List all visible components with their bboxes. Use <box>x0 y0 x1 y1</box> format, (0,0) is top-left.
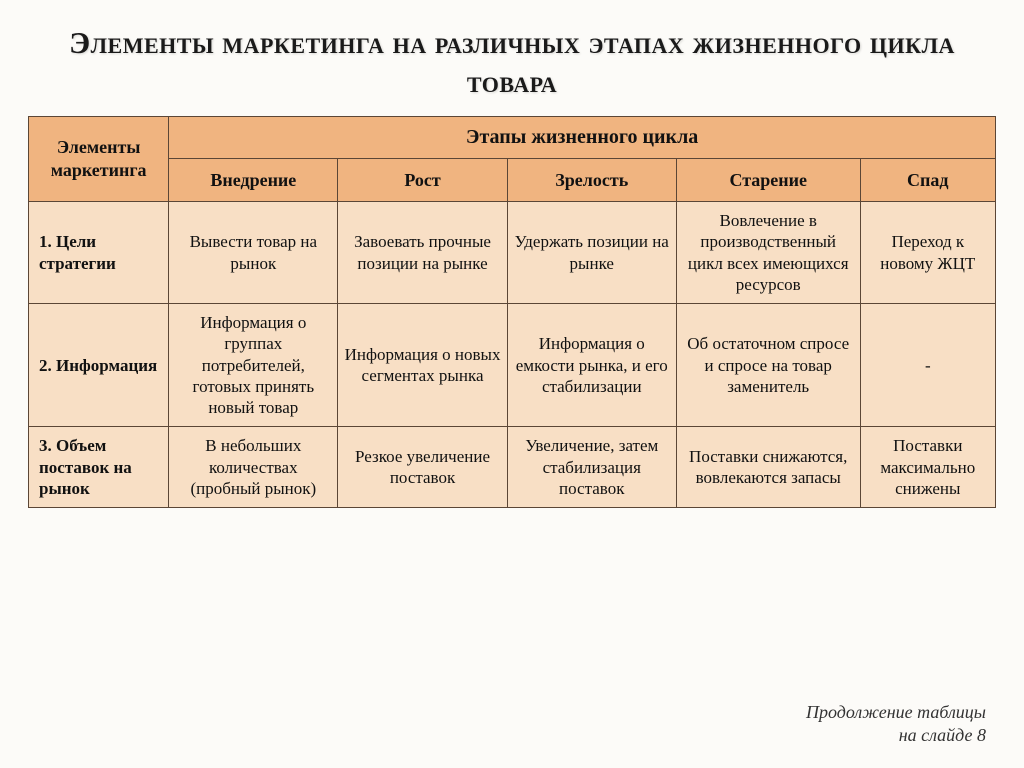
table-cell: - <box>860 304 995 427</box>
table-cell: Об остаточном спросе и спросе на товар з… <box>676 304 860 427</box>
stage-header: Старение <box>676 158 860 202</box>
row-header-title: Элементы маркетинга <box>29 116 169 202</box>
stage-header: Зрелость <box>507 158 676 202</box>
super-header: Этапы жизненного цикла <box>169 116 996 158</box>
table-cell: Информация о группах потребителей, готов… <box>169 304 338 427</box>
table-cell: В небольших количествах (пробный рынок) <box>169 427 338 508</box>
table-cell: Вовлечение в производственный цикл всех … <box>676 202 860 304</box>
table-cell: Резкое увеличение поставок <box>338 427 507 508</box>
header-row-1: Элементы маркетинга Этапы жизненного цик… <box>29 116 996 158</box>
footnote: Продолжение таблицы на слайде 8 <box>806 701 986 746</box>
row-label: 2. Информа­ция <box>29 304 169 427</box>
table-cell: Удержать позиции на рынке <box>507 202 676 304</box>
stage-header: Внедрение <box>169 158 338 202</box>
slide: Элементы маркетинга на различных этапах … <box>0 0 1024 768</box>
footnote-line-1: Продолжение таблицы <box>806 702 986 722</box>
row-label: 3. Объем поставок на рынок <box>29 427 169 508</box>
table-cell: Информация о новых сегментах рынка <box>338 304 507 427</box>
table-row: 1. Цели стратегии Вывести товар на рынок… <box>29 202 996 304</box>
slide-title: Элементы маркетинга на различных этапах … <box>28 24 996 102</box>
table-cell: Информация о емкости рынка, и его стабил… <box>507 304 676 427</box>
table-cell: Поставки максима­льно снижены <box>860 427 995 508</box>
table-cell: Переход к новому ЖЦТ <box>860 202 995 304</box>
stage-header: Спад <box>860 158 995 202</box>
table-cell: Поставки снижаются, вовлекаются запасы <box>676 427 860 508</box>
header-row-2: Внедрение Рост Зрелость Старение Спад <box>29 158 996 202</box>
lifecycle-table: Элементы маркетинга Этапы жизненного цик… <box>28 116 996 509</box>
row-label: 1. Цели стратегии <box>29 202 169 304</box>
table-row: 2. Информа­ция Информация о группах потр… <box>29 304 996 427</box>
table-cell: Вывести товар на рынок <box>169 202 338 304</box>
stage-header: Рост <box>338 158 507 202</box>
footnote-line-2: на слайде 8 <box>899 725 986 745</box>
table-row: 3. Объем поставок на рынок В небольших к… <box>29 427 996 508</box>
table-cell: Завоевать прочные позиции на рынке <box>338 202 507 304</box>
table-cell: Увеличение, затем стабилизация поставок <box>507 427 676 508</box>
